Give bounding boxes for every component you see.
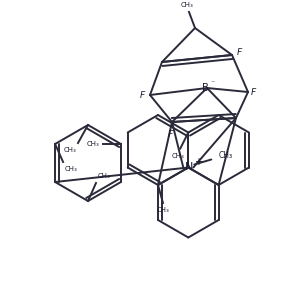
Text: F: F: [251, 87, 256, 97]
Text: CH₃: CH₃: [172, 153, 185, 158]
Text: F: F: [140, 91, 145, 99]
Text: F: F: [237, 47, 242, 57]
Text: CH₃: CH₃: [181, 2, 193, 8]
Text: +: +: [194, 156, 202, 166]
Text: CH₃: CH₃: [63, 147, 76, 153]
Text: B: B: [202, 83, 208, 93]
Text: CH₃: CH₃: [86, 141, 99, 147]
Text: CH₃: CH₃: [98, 173, 111, 179]
Text: ⁻: ⁻: [211, 78, 215, 87]
Text: N: N: [185, 162, 193, 172]
Text: CH₃: CH₃: [65, 166, 78, 172]
Text: CH₃: CH₃: [156, 207, 169, 213]
Text: F: F: [168, 130, 173, 139]
Text: CH₃: CH₃: [218, 151, 232, 160]
